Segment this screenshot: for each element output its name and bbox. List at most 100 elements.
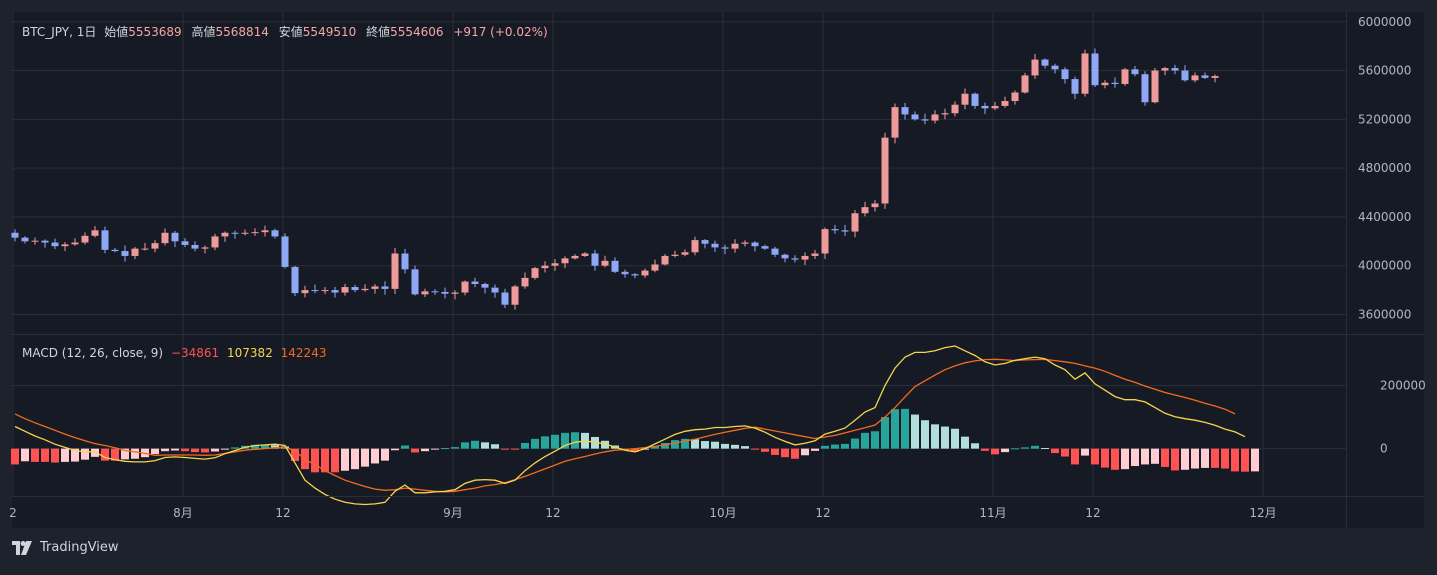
axis-layer: 3600000 4000000 4400000 4800000 5200000 56000… bbox=[9, 15, 1426, 520]
candle-body bbox=[1081, 53, 1089, 94]
candle-body bbox=[201, 247, 209, 249]
candle-body bbox=[431, 291, 439, 293]
macd-hist-bar bbox=[691, 439, 699, 449]
candle-body bbox=[1011, 92, 1019, 102]
candle-body bbox=[371, 286, 379, 289]
candle-body bbox=[291, 266, 299, 294]
macd-legend: MACD (12, 26, close, 9) −34861 107382 14… bbox=[22, 346, 330, 360]
macd-hist-bar bbox=[1191, 448, 1199, 469]
candle-body bbox=[1021, 75, 1029, 93]
macd-hist-bar bbox=[431, 448, 439, 450]
candle-body bbox=[361, 288, 369, 291]
candle-body bbox=[791, 258, 799, 260]
candle-body bbox=[671, 254, 679, 256]
macd-hist-bar bbox=[1231, 448, 1239, 472]
candle-body bbox=[231, 232, 239, 234]
candle-body bbox=[241, 232, 249, 234]
candle-body bbox=[61, 244, 69, 247]
macd-hist-bar bbox=[231, 447, 239, 449]
open-value: 5553689 bbox=[128, 25, 182, 39]
macd-tick-label: 200000 bbox=[1380, 379, 1426, 393]
candle-body bbox=[601, 260, 609, 266]
candle-body bbox=[731, 243, 739, 249]
candle-body bbox=[381, 286, 389, 289]
candle-body bbox=[181, 241, 189, 245]
time-axis-pane bbox=[12, 497, 1424, 528]
candle-body bbox=[501, 292, 509, 305]
candle-body bbox=[91, 230, 99, 236]
candle-body bbox=[571, 255, 579, 259]
candle-body bbox=[1161, 68, 1169, 71]
candle-body bbox=[641, 270, 649, 276]
tradingview-logo[interactable]: TradingView bbox=[12, 540, 119, 555]
macd-hist-bar bbox=[311, 448, 319, 473]
macd-hist-bar bbox=[331, 448, 339, 473]
macd-hist-bar bbox=[1041, 448, 1049, 450]
candle-body bbox=[11, 232, 19, 238]
macd-hist-bar bbox=[491, 444, 499, 449]
candle-body bbox=[41, 240, 49, 243]
candle-body bbox=[901, 107, 909, 115]
macd-hist-bar bbox=[541, 436, 549, 449]
candle-body bbox=[971, 93, 979, 106]
macd-hist-bar bbox=[81, 448, 89, 460]
candle-body bbox=[471, 281, 479, 284]
macd-hist-bar bbox=[1221, 448, 1229, 469]
candle-body bbox=[851, 213, 859, 232]
macd-hist-bar bbox=[251, 444, 259, 449]
macd-hist-bar bbox=[61, 448, 69, 462]
candle-body bbox=[771, 248, 779, 255]
macd-hist-bar bbox=[721, 443, 729, 449]
macd-hist-bar bbox=[1141, 448, 1149, 465]
macd-hist-bar bbox=[391, 448, 399, 451]
candle-body bbox=[311, 290, 319, 292]
candle-body bbox=[1181, 70, 1189, 81]
low-value: 5549510 bbox=[302, 25, 357, 39]
price-legend: BTC_JPY, 1日 始値5553689 高値5568814 安値554951… bbox=[22, 23, 552, 40]
time-tick-label: 12 bbox=[275, 506, 290, 520]
macd-hist-bar bbox=[1031, 445, 1039, 449]
macd-hist-bar bbox=[1081, 448, 1089, 456]
candle-body bbox=[251, 232, 259, 234]
macd-hist-bar bbox=[341, 448, 349, 471]
time-tick-label: 12 bbox=[1085, 506, 1100, 520]
macd-hist-bar bbox=[191, 448, 199, 453]
time-tick-label: 2 bbox=[9, 506, 17, 520]
macd-hist-bar bbox=[461, 442, 469, 449]
candle-body bbox=[721, 247, 729, 249]
macd-hist-bar bbox=[1151, 448, 1159, 464]
price-tick-label: 3600000 bbox=[1358, 307, 1411, 321]
candle-body bbox=[1051, 65, 1059, 70]
candle-body bbox=[511, 286, 519, 305]
macd-hist-bar bbox=[751, 448, 759, 450]
candle-body bbox=[841, 230, 849, 232]
candle-body bbox=[281, 236, 289, 267]
macd-hist-bar bbox=[401, 445, 409, 449]
macd-hist-bar bbox=[351, 448, 359, 470]
candles-layer bbox=[11, 48, 1219, 310]
candle-body bbox=[171, 232, 179, 242]
candle-body bbox=[1131, 69, 1139, 75]
macd-hist-bar bbox=[1181, 448, 1189, 470]
macd-hist-bar bbox=[511, 448, 519, 450]
price-tick-label: 5200000 bbox=[1358, 112, 1411, 126]
candle-body bbox=[1111, 82, 1119, 84]
macd-line-value: 107382 bbox=[227, 346, 273, 360]
candle-body bbox=[1171, 68, 1179, 71]
candle-body bbox=[951, 104, 959, 114]
macd-hist-bar bbox=[931, 424, 939, 449]
macd-hist-bar bbox=[51, 448, 59, 463]
macd-hist-bar bbox=[671, 440, 679, 449]
candle-body bbox=[1201, 75, 1209, 78]
price-pane bbox=[12, 12, 1346, 334]
macd-hist-bar bbox=[111, 448, 119, 461]
macd-hist-bar bbox=[871, 431, 879, 449]
macd-hist-bar bbox=[381, 448, 389, 461]
macd-label[interactable]: MACD (12, 26, close, 9) bbox=[22, 346, 164, 360]
candle-body bbox=[261, 230, 269, 233]
candle-body bbox=[681, 252, 689, 255]
symbol-interval[interactable]: BTC_JPY, 1日 bbox=[22, 25, 97, 39]
macd-hist-bar bbox=[361, 448, 369, 467]
candle-body bbox=[811, 253, 819, 256]
